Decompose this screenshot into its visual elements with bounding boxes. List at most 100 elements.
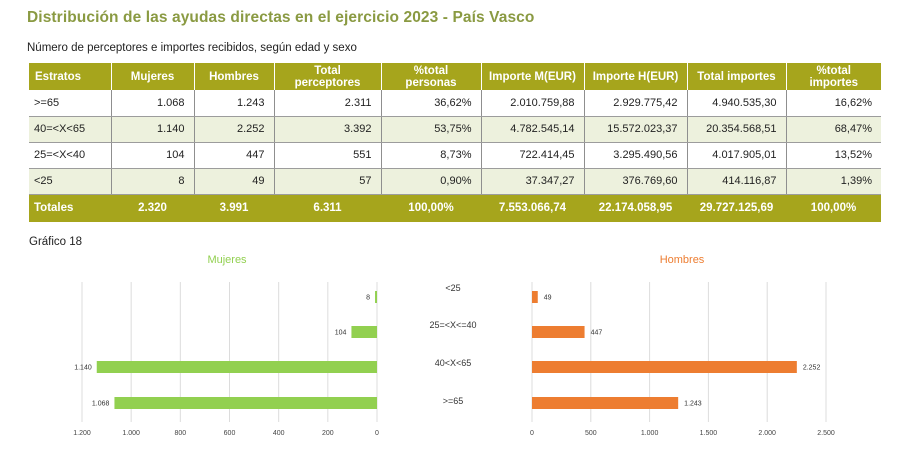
table-row: 25=<X<40 104 447 551 8,73% 722.414,45 3.… xyxy=(29,142,881,169)
header-estratos: Estratos xyxy=(29,63,111,90)
bar-value-label: 447 xyxy=(591,330,603,337)
table-cell: 100,00% xyxy=(381,194,481,222)
header-total-perceptores: Total perceptores xyxy=(273,63,381,90)
header-hombres: Hombres xyxy=(193,63,274,90)
category-label: 40<X<65 xyxy=(435,358,472,368)
table-cell: 29.727.125,69 xyxy=(687,194,786,222)
table-cell: 2.929.775,42 xyxy=(583,90,687,117)
bar-value-label: 1.243 xyxy=(684,401,702,408)
table-subtitle: Número de perceptores e importes recibid… xyxy=(27,42,357,54)
table-cell: 25=<X<40 xyxy=(29,142,111,169)
x-tick-label: 200 xyxy=(322,430,334,437)
bar-value-label: 1.140 xyxy=(74,365,92,372)
table-cell: 40=<X<65 xyxy=(29,116,111,143)
bar-hombres xyxy=(532,397,679,409)
table-totals-row: Totales 2.320 3.991 6.311 100,00% 7.553.… xyxy=(29,194,881,222)
table-cell: 447 xyxy=(193,142,274,169)
table-cell: 22.174.058,95 xyxy=(584,194,687,222)
table-cell: >=65 xyxy=(29,90,111,117)
table-cell: Totales xyxy=(29,194,111,222)
table-cell: 3.295.490,56 xyxy=(583,142,687,169)
table-cell: 4.782.545,14 xyxy=(480,116,584,143)
table-cell: 0,90% xyxy=(380,168,481,195)
bar-value-label: 8 xyxy=(366,295,370,302)
table-header-row: Estratos Mujeres Hombres Total perceptor… xyxy=(29,63,881,90)
data-table: Estratos Mujeres Hombres Total perceptor… xyxy=(29,63,881,222)
x-tick-label: 0 xyxy=(375,430,379,437)
table-cell: 7.553.066,74 xyxy=(481,194,584,222)
table-cell: 4.017.905,01 xyxy=(686,142,786,169)
table-cell: 6.311 xyxy=(274,194,381,222)
x-tick-label: 2.500 xyxy=(817,430,835,437)
bar-value-label: 49 xyxy=(544,295,552,302)
x-tick-label: 2.000 xyxy=(758,430,776,437)
category-label: 25=<X<=40 xyxy=(429,320,476,330)
table-cell: 4.940.535,30 xyxy=(686,90,786,117)
x-tick-label: 1.200 xyxy=(73,430,91,437)
table-cell: 100,00% xyxy=(786,194,881,222)
bar-mujeres xyxy=(114,397,377,409)
table-cell: 1.140 xyxy=(110,116,194,143)
x-tick-label: 600 xyxy=(224,430,236,437)
table-row: >=65 1.068 1.243 2.311 36,62% 2.010.759,… xyxy=(29,90,881,117)
x-tick-label: 1.000 xyxy=(641,430,659,437)
series-title-mujeres: Mujeres xyxy=(207,254,247,266)
table-cell: 2.311 xyxy=(273,90,381,117)
x-tick-label: 0 xyxy=(530,430,534,437)
bar-hombres xyxy=(532,326,585,338)
table-cell: 13,52% xyxy=(785,142,881,169)
x-tick-label: 1.500 xyxy=(700,430,718,437)
table-cell: 722.414,45 xyxy=(480,142,584,169)
header-mujeres: Mujeres xyxy=(110,63,194,90)
bar-mujeres xyxy=(96,361,377,373)
x-tick-label: 1.000 xyxy=(122,430,140,437)
x-tick-label: 800 xyxy=(174,430,186,437)
category-label: <25 xyxy=(445,283,460,293)
table-cell: 49 xyxy=(193,168,274,195)
category-label: >=65 xyxy=(443,396,464,406)
header-pct-importes: %total importes xyxy=(785,63,881,90)
table-cell: 15.572.023,37 xyxy=(583,116,687,143)
header-importe-m: Importe M(EUR) xyxy=(480,63,584,90)
bar-hombres xyxy=(532,291,538,303)
table-cell: 8,73% xyxy=(380,142,481,169)
x-tick-label: 500 xyxy=(585,430,597,437)
table-cell: 1.068 xyxy=(110,90,194,117)
bar-value-label: 2.252 xyxy=(803,365,821,372)
header-importe-h: Importe H(EUR) xyxy=(583,63,687,90)
table-cell: 37.347,27 xyxy=(480,168,584,195)
table-cell: 104 xyxy=(110,142,194,169)
table-cell: 57 xyxy=(273,168,381,195)
table-cell: 2.320 xyxy=(111,194,194,222)
table-cell: 376.769,60 xyxy=(583,168,687,195)
gender-age-chart: Mujeres 1.200 1.000 800 600 400 200 0 8 104 1.140 1… xyxy=(73,254,835,437)
table-cell: 16,62% xyxy=(785,90,881,117)
x-tick-label: 400 xyxy=(273,430,285,437)
bar-value-label: 104 xyxy=(335,330,347,337)
table-cell: 36,62% xyxy=(380,90,481,117)
table-cell: 1,39% xyxy=(785,168,881,195)
bar-value-label: 1.068 xyxy=(92,401,110,408)
table-cell: 53,75% xyxy=(380,116,481,143)
bar-hombres xyxy=(532,361,797,373)
table-cell: 3.392 xyxy=(273,116,381,143)
bar-mujeres xyxy=(351,326,377,338)
table-cell: 8 xyxy=(110,168,194,195)
table-cell: <25 xyxy=(29,168,111,195)
table-row: <25 8 49 57 0,90% 37.347,27 376.769,60 4… xyxy=(29,168,881,195)
table-cell: 3.991 xyxy=(194,194,274,222)
table-cell: 414.116,87 xyxy=(686,168,786,195)
table-cell: 68,47% xyxy=(785,116,881,143)
table-cell: 2.252 xyxy=(193,116,274,143)
table-cell: 2.010.759,88 xyxy=(480,90,584,117)
table-cell: 20.354.568,51 xyxy=(686,116,786,143)
page-title: Distribución de las ayudas directas en e… xyxy=(27,9,535,26)
table-row: 40=<X<65 1.140 2.252 3.392 53,75% 4.782.… xyxy=(29,116,881,143)
header-pct-personas: %total personas xyxy=(380,63,481,90)
header-total-importes: Total importes xyxy=(686,63,786,90)
series-title-hombres: Hombres xyxy=(660,254,705,266)
table-cell: 1.243 xyxy=(193,90,274,117)
table-cell: 551 xyxy=(273,142,381,169)
chart-caption: Gráfico 18 xyxy=(29,236,83,248)
bar-mujeres xyxy=(375,291,377,303)
